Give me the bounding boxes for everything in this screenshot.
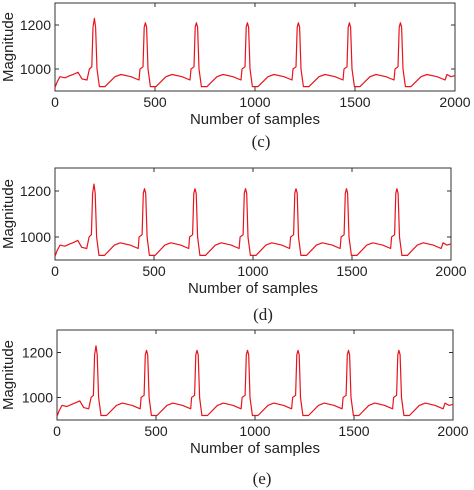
x-tick-label: 500 [142, 263, 166, 279]
x-tick-label: 0 [53, 423, 61, 439]
x-tick-label: 1000 [237, 263, 268, 279]
x-tick-label: 1500 [336, 263, 367, 279]
y-tick-label: 1000 [20, 61, 51, 77]
x-axis-label: Number of samples [190, 440, 320, 457]
x-tick-label: 2000 [435, 263, 466, 279]
x-tick-label: 1000 [239, 94, 270, 110]
series-line-1 [54, 17, 456, 88]
x-tick-label: 0 [51, 94, 59, 110]
y-tick-label: 1200 [20, 17, 51, 33]
x-tick-label: 1000 [239, 423, 270, 439]
plot-frame [56, 329, 454, 421]
y-tick-label: 1200 [20, 183, 51, 199]
x-tick-label: 500 [144, 423, 168, 439]
series-line-1 [54, 183, 452, 257]
plot-frame [54, 2, 456, 92]
bottom-caption: (e) [253, 469, 272, 488]
plot-frame [54, 167, 452, 261]
panel-caption: (d) [253, 305, 273, 324]
y-tick-label: 1000 [20, 229, 51, 245]
y-axis-label: Magnitude [0, 340, 17, 410]
chart-panel-1: 0 500 1000 1500 2000 1000 1200 Number of sample… [0, 2, 471, 128]
chart-panel-2: 0 500 1000 1500 2000 1000 1200 Number of sample… [0, 132, 467, 297]
x-tick-label: 2000 [437, 423, 468, 439]
x-tick-label: 1500 [339, 94, 370, 110]
x-axis-label: Number of samples [190, 111, 320, 128]
x-tick-label: 500 [143, 94, 167, 110]
x-tick-label: 1500 [338, 423, 369, 439]
y-axis-label: Magnitude [0, 179, 17, 249]
series-line-1 [56, 345, 454, 417]
y-tick-label: 1200 [22, 345, 53, 361]
panel-caption: (c) [252, 132, 271, 151]
y-axis-label: Magnitude [0, 12, 17, 82]
x-tick-label: 0 [51, 263, 59, 279]
chart-panel-3: 0 500 1000 1500 2000 1000 1200 Number of sample… [0, 305, 469, 457]
x-axis-label: Number of samples [188, 280, 318, 297]
y-tick-label: 1000 [22, 390, 53, 406]
x-tick-label: 2000 [439, 94, 470, 110]
